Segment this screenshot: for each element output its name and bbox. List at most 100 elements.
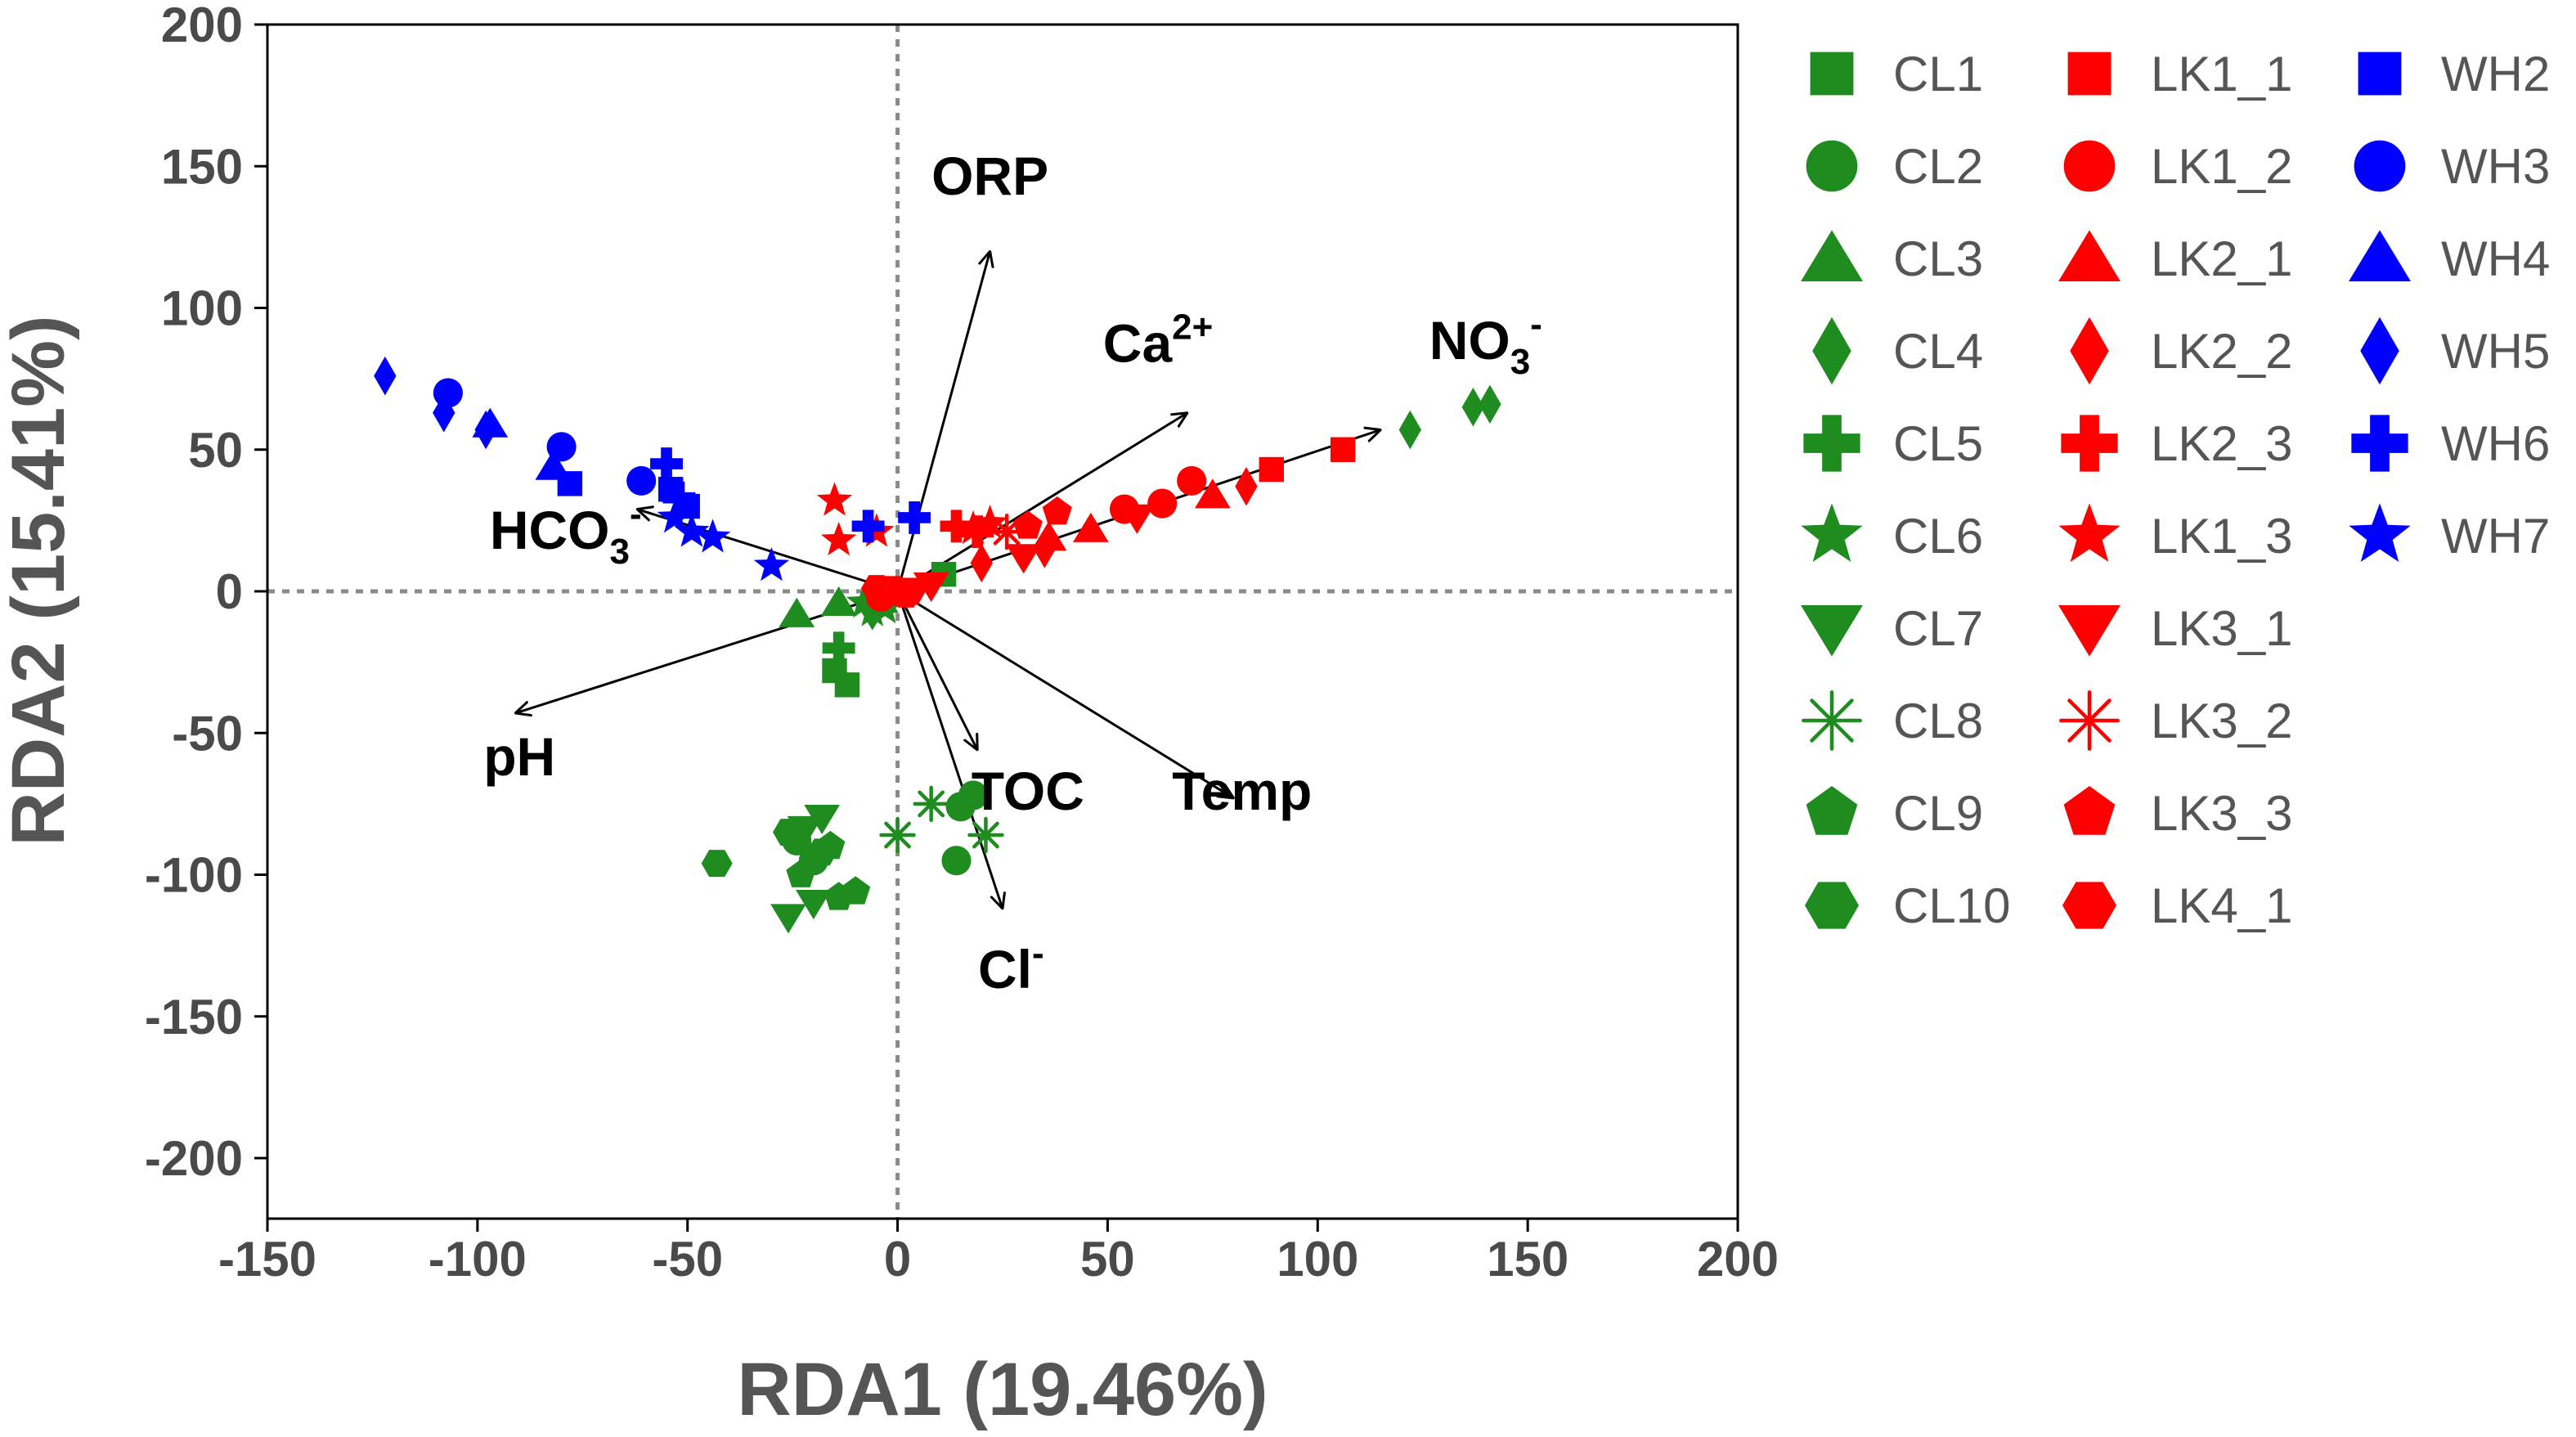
legend-label: LK3_1 [2151, 601, 2293, 656]
legend-label: WH6 [2441, 416, 2550, 471]
point-wh7 [657, 499, 693, 533]
point-wh6 [650, 447, 683, 481]
zero-reference-lines [267, 25, 1738, 1219]
point-cl4 [1479, 384, 1501, 424]
point-lk2-1 [1195, 478, 1231, 509]
point-cl9 [841, 876, 871, 905]
point-cl3 [779, 597, 815, 627]
y-tick-label: -150 [145, 990, 243, 1044]
legend-item-lk1-3: LK1_3 [2058, 503, 2293, 564]
point-wh7 [753, 547, 790, 582]
legend-marker-triangle [2349, 230, 2411, 282]
legend-marker-diamond [2070, 317, 2109, 385]
point-lk2-3 [940, 510, 973, 543]
legend-marker-triangle [1801, 230, 1863, 282]
point-wh4 [535, 450, 572, 480]
point-lk1-2 [1177, 465, 1207, 496]
point-cl2 [945, 792, 976, 822]
vector-toc [896, 591, 978, 750]
point-lk3-3 [1012, 510, 1043, 539]
legend-item-lk2-1: LK2_1 [2058, 230, 2293, 286]
point-wh3 [626, 465, 657, 496]
point-wh6 [898, 501, 931, 534]
legend-label: WH5 [2441, 324, 2550, 379]
vector-label-toc: TOC [972, 761, 1084, 821]
point-lk3-1 [913, 572, 949, 603]
legend-marker-square [2358, 52, 2402, 96]
vector-ca [896, 413, 1187, 593]
legend-item-wh6: WH6 [2351, 415, 2550, 472]
vector-label-ca: Ca2+ [1103, 307, 1214, 373]
point-cl3 [820, 586, 857, 617]
legend-label: LK2_3 [2151, 416, 2293, 471]
x-tick-label: 200 [1697, 1232, 1779, 1287]
legend-item-wh3: WH3 [2354, 139, 2550, 194]
legend-marker-cross [1803, 415, 1860, 472]
point-lk1-3 [955, 510, 991, 545]
point-cl7 [804, 805, 840, 835]
point-cl8 [967, 816, 1004, 854]
legend-item-cl1: CL1 [1810, 47, 1983, 101]
point-wh6 [851, 510, 885, 543]
legend-label: WH3 [2441, 139, 2550, 194]
legend-marker-tridown [2058, 604, 2120, 657]
point-wh5 [433, 393, 456, 433]
legend-item-wh4: WH4 [2349, 230, 2550, 286]
legend-marker-circle [2063, 140, 2116, 192]
legend-label: LK1_2 [2151, 139, 2293, 194]
x-tick-label: 150 [1487, 1232, 1568, 1287]
x-tick-label: -50 [652, 1232, 723, 1287]
point-lk3-1 [1119, 504, 1156, 534]
legend-label: CL6 [1893, 509, 1983, 564]
legend-marker-star [2058, 503, 2120, 563]
y-tick-label: 200 [161, 0, 243, 52]
point-lk3-1 [1005, 544, 1042, 574]
vector-label-temp: Temp [1172, 761, 1312, 821]
legend-marker-hexagon [2062, 882, 2116, 929]
legend-marker-circle [1806, 140, 1858, 192]
legend-item-cl3: CL3 [1801, 230, 1983, 286]
point-lk1-3 [820, 521, 857, 556]
vector-label-orp: ORP [931, 146, 1048, 206]
legend-item-lk3-2: LK3_2 [2059, 690, 2293, 751]
point-cl10 [806, 838, 838, 866]
legend-item-lk3-3: LK3_3 [2063, 786, 2293, 841]
legend-label: LK2_2 [2151, 324, 2293, 379]
legend-label: CL4 [1893, 324, 1983, 379]
y-tick-label: -200 [145, 1131, 243, 1186]
legend-label: CL10 [1893, 878, 2010, 933]
legend-marker-circle [2354, 140, 2406, 192]
y-tick-label: 100 [161, 281, 243, 336]
point-lk1-1 [1330, 437, 1356, 462]
point-lk2-2 [1235, 467, 1258, 506]
legend-item-cl2: CL2 [1806, 139, 1983, 194]
point-lk1-3 [972, 505, 1008, 539]
legend-label: LK3_3 [2151, 786, 2293, 841]
legend-marker-diamond [2360, 317, 2399, 385]
point-lk3-3 [1042, 496, 1072, 525]
vector-labels: ORP Ca2+ NO3- HCO3- pH TOC Temp Cl- [483, 146, 1542, 999]
point-cl10 [701, 850, 733, 878]
point-cl7 [770, 904, 806, 934]
legend-marker-hexagon [1805, 882, 1859, 929]
legend-item-cl10: CL10 [1805, 878, 2010, 933]
y-tick-label: -100 [145, 848, 243, 903]
point-wh7 [694, 519, 731, 553]
legend-item-lk4-1: LK4_1 [2062, 878, 2293, 933]
point-cl8 [879, 816, 916, 854]
y-tick-label: -50 [172, 706, 243, 761]
vector-label-no3: NO3- [1429, 304, 1542, 382]
legend-marker-pentagon [2063, 786, 2116, 835]
point-lk2-1 [1073, 512, 1109, 542]
vector-temp [896, 590, 1234, 798]
x-axis-title: RDA1 (19.46%) [737, 1348, 1268, 1431]
legend-label: CL3 [1893, 231, 1983, 286]
vector-cl [896, 591, 1003, 909]
point-cl9 [786, 859, 816, 887]
legend-label: CL5 [1893, 416, 1983, 471]
legend-item-wh7: WH7 [2349, 503, 2550, 564]
legend-item-cl7: CL7 [1801, 601, 1983, 657]
legend-label: CL2 [1893, 139, 1983, 194]
sample-points [374, 356, 1501, 934]
